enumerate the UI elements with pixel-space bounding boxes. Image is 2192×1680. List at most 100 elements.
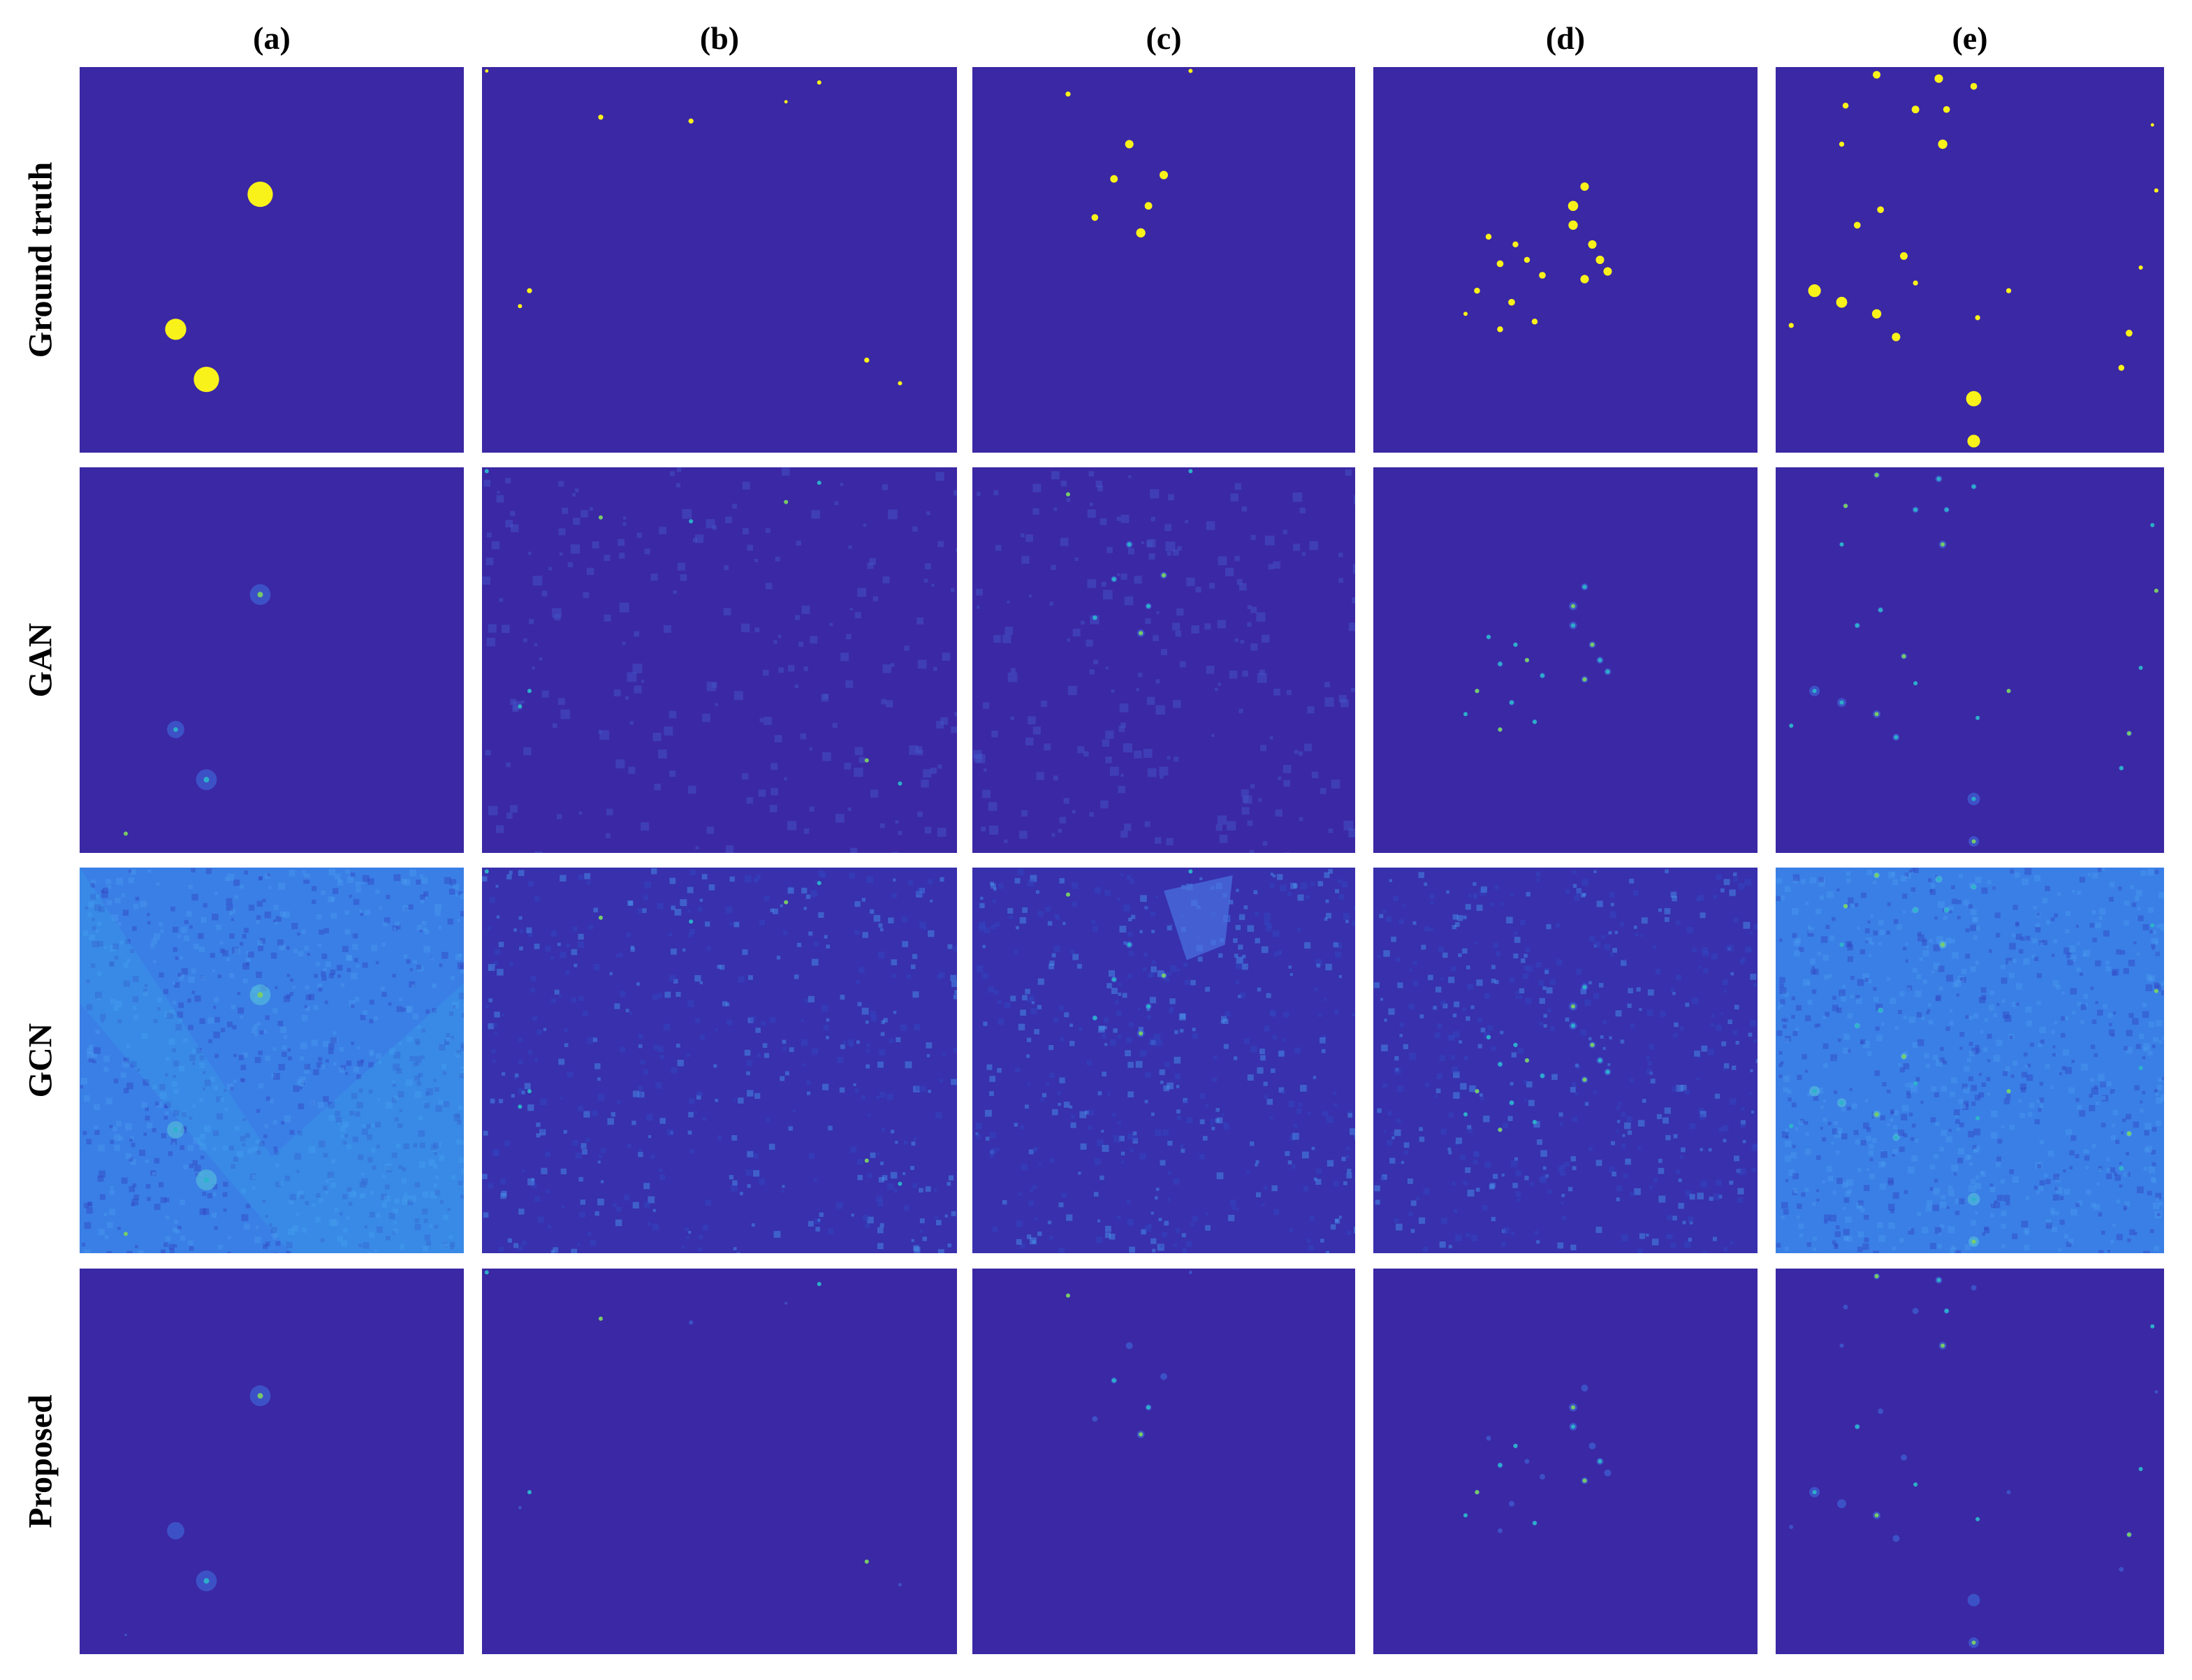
target-blob <box>1497 326 1503 333</box>
response-peak <box>1540 1074 1544 1079</box>
response-peak <box>1598 658 1602 662</box>
row-label-proposed: Proposed <box>22 1394 59 1528</box>
response-peak <box>1839 542 1844 547</box>
detection-map <box>1373 868 1758 1253</box>
response-halo <box>689 1320 694 1325</box>
response-peak <box>784 900 789 905</box>
response-peak <box>1913 507 1918 512</box>
target-blob <box>784 100 788 104</box>
response-peak <box>1093 1016 1097 1021</box>
response-peak <box>484 469 489 474</box>
response-peak <box>599 1316 603 1321</box>
response-peak <box>1913 907 1918 912</box>
target-blob <box>1892 333 1901 342</box>
target-blob <box>1474 287 1480 294</box>
target-blob <box>2126 330 2133 337</box>
response-peak <box>1533 720 1537 724</box>
response-peak <box>1936 476 1941 481</box>
response-peak <box>1971 839 1976 844</box>
target-blob <box>1188 68 1193 73</box>
response-peak <box>1901 1054 1906 1059</box>
response-peak <box>2126 731 2131 736</box>
response-peak <box>1605 1069 1610 1074</box>
target-blob <box>1580 275 1589 284</box>
response-halo <box>1188 1271 1192 1274</box>
response-peak <box>1571 1004 1575 1009</box>
panel-gan-d <box>1373 467 1758 853</box>
target-blob <box>2118 365 2125 371</box>
response-peak <box>1839 942 1844 947</box>
response-peak <box>2138 1467 2143 1472</box>
response-peak <box>1513 1042 1518 1047</box>
response-peak <box>1066 1293 1070 1298</box>
response-peak <box>864 1158 869 1163</box>
panel-ground-truth-a <box>80 67 464 453</box>
response-peak <box>1513 642 1518 647</box>
response-halo <box>1839 1343 1844 1348</box>
detection-map <box>80 1269 464 1654</box>
response-halo <box>898 1583 902 1587</box>
response-peak <box>1127 942 1132 947</box>
response-peak <box>1486 634 1491 639</box>
response-peak <box>1874 473 1879 478</box>
response-halo <box>1588 1442 1596 1449</box>
response-peak <box>1525 1058 1529 1062</box>
response-halo <box>1971 1285 1977 1291</box>
response-peak <box>2138 1066 2143 1071</box>
target-blob <box>1588 240 1597 249</box>
target-blob <box>193 366 219 393</box>
response-peak <box>1475 1490 1479 1495</box>
panel-ground-truth-e <box>1776 67 2164 453</box>
response-peak <box>1812 689 1817 694</box>
detection-map <box>972 1269 1355 1654</box>
response-halo <box>1789 1524 1794 1529</box>
target-blob <box>1603 267 1612 276</box>
response-peak <box>1582 1478 1587 1483</box>
response-peak <box>203 1578 210 1584</box>
response-peak <box>1571 1405 1575 1410</box>
response-peak <box>1874 1274 1879 1279</box>
column-label-e: (e) <box>1952 20 1988 56</box>
target-blob <box>1144 202 1153 210</box>
detection-map <box>972 868 1355 1253</box>
response-peak <box>1839 1100 1844 1105</box>
response-peak <box>1874 873 1879 878</box>
response-halo <box>1125 1342 1133 1350</box>
response-peak <box>1498 727 1503 732</box>
response-peak <box>518 1104 523 1109</box>
detection-map <box>1373 467 1758 853</box>
response-halo <box>1486 1436 1491 1441</box>
target-blob <box>598 115 604 120</box>
response-peak <box>864 758 869 763</box>
detection-map <box>80 67 464 453</box>
target-blob <box>1125 140 1134 149</box>
response-peak <box>1843 904 1848 909</box>
target-blob <box>2154 188 2158 193</box>
panel-ground-truth-d <box>1373 67 1758 453</box>
response-peak <box>817 881 821 886</box>
response-peak <box>1486 1035 1491 1039</box>
response-peak <box>1598 1058 1602 1062</box>
detection-map <box>1776 868 2164 1253</box>
response-halo <box>1581 1385 1588 1392</box>
response-peak <box>599 515 603 520</box>
response-peak <box>1936 877 1941 882</box>
response-peak <box>124 831 128 836</box>
response-peak <box>1878 1008 1883 1013</box>
response-peak <box>1913 681 1918 686</box>
panel-gan-e <box>1776 467 2164 853</box>
response-peak <box>1540 673 1544 678</box>
response-peak <box>1146 1004 1151 1009</box>
column-label-b: (b) <box>699 20 740 56</box>
column-label-a: (a) <box>253 20 291 56</box>
response-peak <box>527 1089 532 1094</box>
response-peak <box>817 481 821 485</box>
response-peak <box>1463 712 1468 717</box>
response-peak <box>2119 1166 2124 1171</box>
response-peak <box>1944 507 1949 512</box>
row-label-gcn: GCN <box>22 1023 59 1098</box>
response-peak <box>1590 642 1595 647</box>
response-peak <box>1571 1424 1575 1429</box>
response-peak <box>527 1490 532 1495</box>
row-label-gan: GAN <box>22 622 59 698</box>
